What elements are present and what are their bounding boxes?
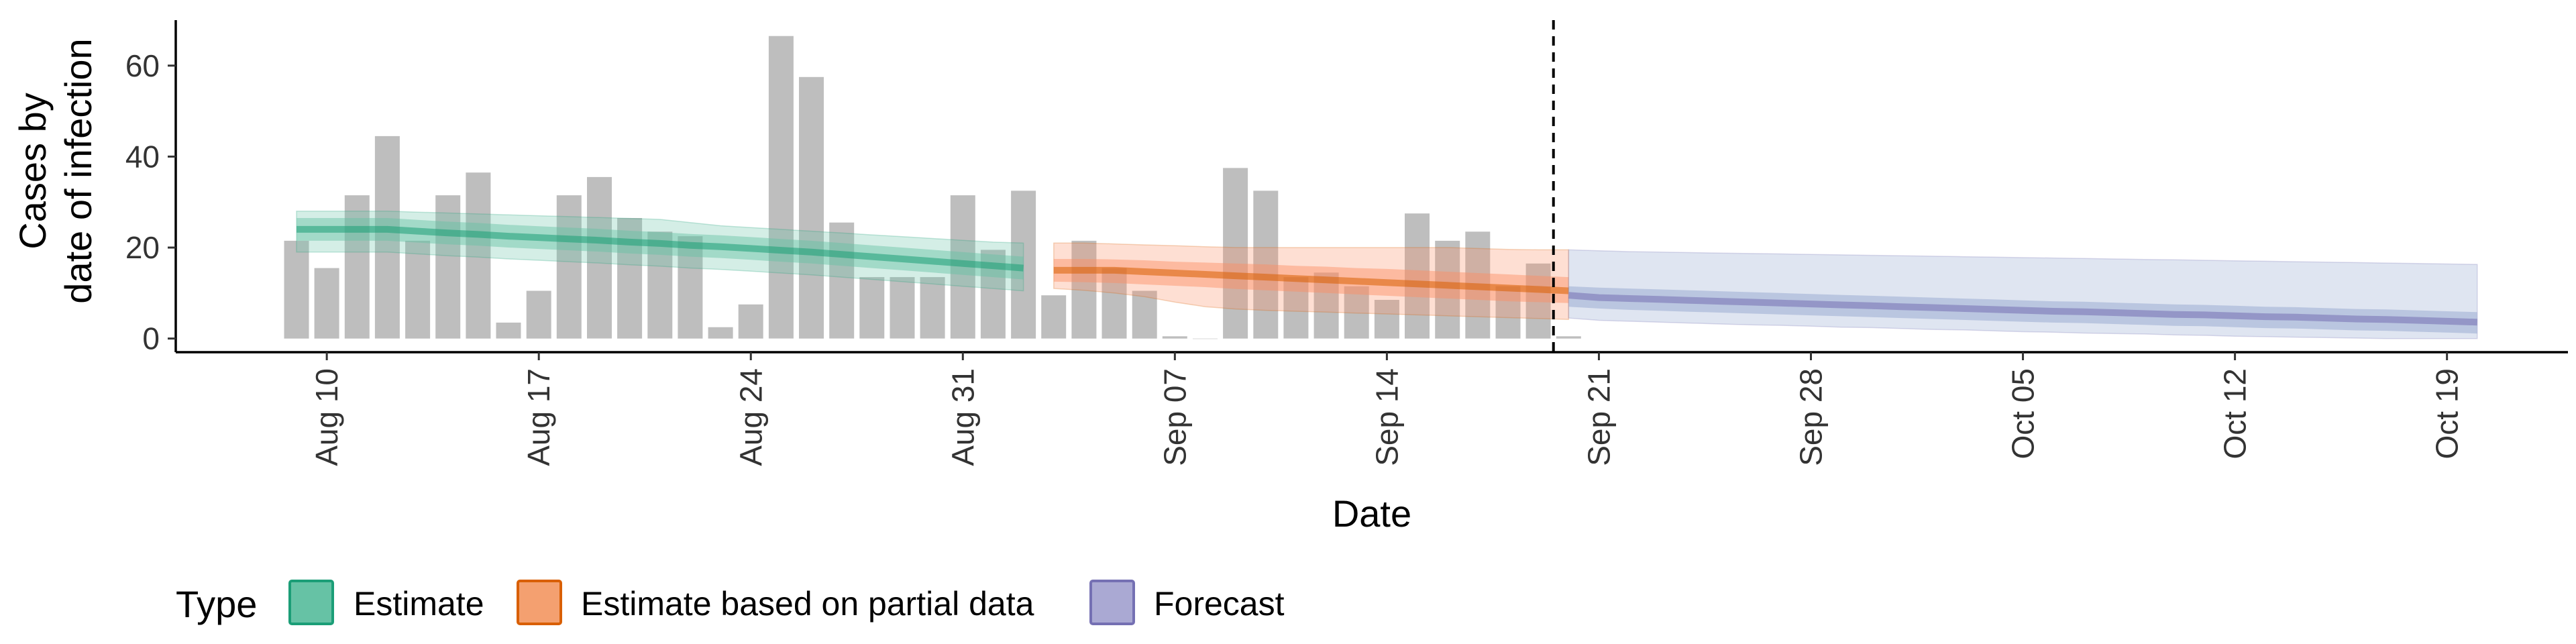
median-line-estimate xyxy=(297,225,1024,272)
bar xyxy=(1132,290,1157,339)
bar xyxy=(374,136,400,339)
x-axis-title: Date xyxy=(1332,492,1411,535)
y-axis-title-group: Cases by date of infection xyxy=(11,38,99,303)
y-tick-label: 40 xyxy=(125,139,160,174)
x-tick-label: Oct 05 xyxy=(2006,368,2041,460)
bar xyxy=(617,218,643,339)
bar xyxy=(678,236,703,339)
bar xyxy=(829,222,855,339)
bar xyxy=(556,195,582,339)
legend-swatch-estimate xyxy=(288,580,334,625)
legend-label-partial: Estimate based on partial data xyxy=(581,585,1034,623)
x-tick-label: Aug 24 xyxy=(733,368,768,466)
legend-swatch-forecast xyxy=(1089,580,1135,625)
y-tick-label: 60 xyxy=(125,48,160,83)
x-tick-label: Sep 28 xyxy=(1794,368,1829,466)
bar xyxy=(405,240,431,339)
bar xyxy=(587,176,612,339)
bar xyxy=(1374,300,1399,339)
median-line-partial xyxy=(1053,266,1569,294)
bar xyxy=(314,268,339,339)
bar xyxy=(435,195,461,339)
bar xyxy=(344,195,370,339)
bar xyxy=(466,172,491,339)
y-tick-label: 0 xyxy=(142,321,160,356)
x-tick-label: Sep 21 xyxy=(1581,368,1616,466)
bar xyxy=(708,327,733,339)
bar xyxy=(1344,286,1369,339)
x-tick-label: Sep 07 xyxy=(1157,368,1192,466)
axes-layer: 0 20 40 60 Aug 10 Aug 17 Aug 24 Aug 31 Sep 07 Sep… xyxy=(125,20,2568,466)
bar xyxy=(1162,336,1187,339)
bar xyxy=(1525,263,1551,339)
bar xyxy=(1071,240,1097,339)
bar xyxy=(920,277,945,339)
bar xyxy=(1405,213,1430,339)
bar xyxy=(738,304,763,339)
bands-layer xyxy=(296,211,2478,339)
bar xyxy=(1495,286,1521,339)
bar xyxy=(1283,277,1309,339)
y-axis-title-line2: date of infection xyxy=(57,38,99,303)
x-tick-label: Oct 19 xyxy=(2430,368,2465,460)
bar xyxy=(284,240,309,339)
legend-label-forecast: Forecast xyxy=(1154,585,1285,623)
bar xyxy=(1435,240,1460,339)
bar xyxy=(526,290,551,339)
bar xyxy=(1041,295,1067,339)
legend-title: Type xyxy=(176,583,257,625)
bar xyxy=(859,277,885,339)
bar xyxy=(768,36,794,339)
median-line-forecast xyxy=(1568,292,2477,326)
bar xyxy=(1556,336,1581,339)
bars-layer xyxy=(284,36,1581,339)
x-tick-label: Oct 12 xyxy=(2218,368,2253,460)
bar xyxy=(647,231,673,339)
x-tick-label: Aug 17 xyxy=(521,368,556,466)
bar xyxy=(890,277,915,339)
legend: Type Estimate Estimate based on partial … xyxy=(176,580,1285,625)
x-tick-label: Aug 31 xyxy=(945,368,980,466)
bar xyxy=(496,322,521,339)
x-tick-label: Sep 14 xyxy=(1369,368,1404,466)
bar xyxy=(1223,168,1248,339)
legend-label-estimate: Estimate xyxy=(354,585,484,623)
y-tick-label: 20 xyxy=(125,230,160,265)
bar xyxy=(1253,191,1279,339)
y-axis-title-line1: Cases by xyxy=(11,93,54,249)
bar xyxy=(799,76,824,339)
bar xyxy=(1102,268,1127,339)
x-tick-label: Aug 10 xyxy=(309,368,344,466)
legend-swatch-partial xyxy=(517,580,562,625)
